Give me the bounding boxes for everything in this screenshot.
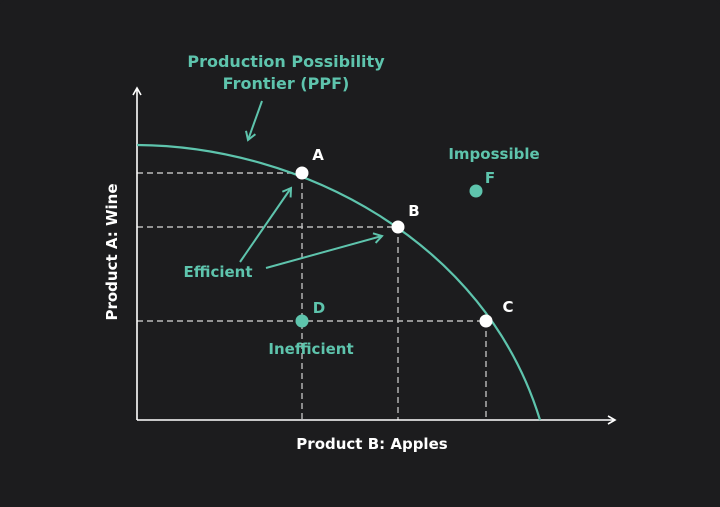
impossible-label: Impossible (448, 145, 539, 163)
efficient-label: Efficient (183, 263, 252, 281)
point-d-label: D (313, 299, 325, 317)
y-axis-label: Product A: Wine (103, 183, 121, 320)
point-d (295, 314, 309, 328)
ppf-arrow (245, 100, 263, 142)
point-b (391, 220, 405, 234)
point-a (295, 166, 309, 180)
point-f-label: F (485, 169, 495, 187)
point-c-label: C (502, 298, 513, 316)
point-f (469, 184, 483, 198)
ppf-title-line2: Frontier (PPF) (223, 74, 350, 93)
point-a-label: A (312, 146, 324, 164)
efficient-arrow-a (239, 186, 293, 263)
ppf-title-line1: Production Possibility (187, 52, 385, 71)
point-b-label: B (408, 202, 419, 220)
efficient-arrow-b (265, 232, 384, 269)
ppf-curve (136, 143, 542, 421)
point-c (479, 314, 493, 328)
guide-lines (137, 172, 487, 420)
x-axis-label: Product B: Apples (296, 435, 447, 453)
inefficient-label: Inefficient (268, 340, 353, 358)
